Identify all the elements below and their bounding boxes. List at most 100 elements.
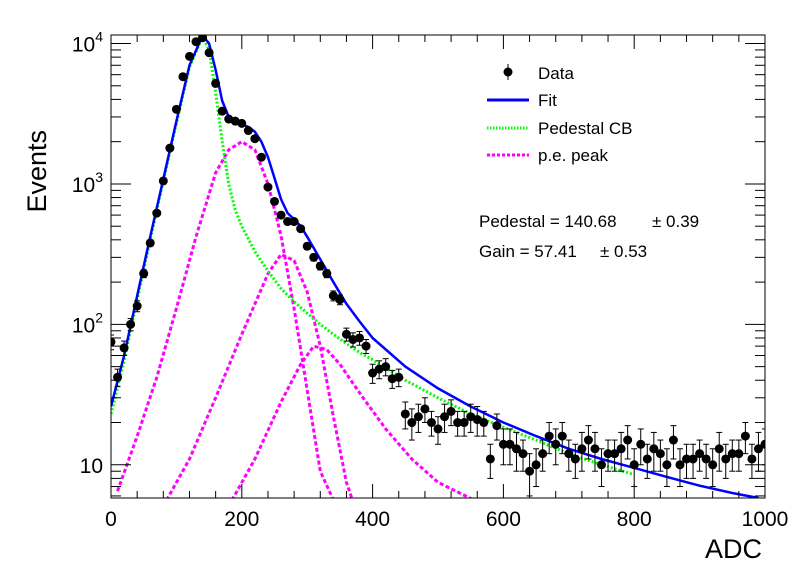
- data-point: [171, 104, 181, 114]
- data-point: [538, 439, 548, 472]
- data-marker: [426, 418, 436, 428]
- data-point: [217, 106, 227, 116]
- data-marker: [459, 418, 469, 428]
- data-point: [355, 330, 365, 346]
- data-marker: [309, 252, 319, 262]
- data-point: [721, 443, 731, 479]
- x-tick-label: 400: [355, 508, 390, 531]
- data-point: [688, 443, 698, 479]
- data-point: [302, 241, 312, 251]
- data-point: [616, 431, 626, 472]
- data-marker: [217, 106, 227, 116]
- data-marker: [394, 372, 404, 382]
- data-point: [642, 443, 652, 479]
- data-marker: [727, 449, 737, 459]
- data-marker: [132, 301, 142, 311]
- data-marker: [152, 208, 162, 218]
- data-marker: [649, 444, 659, 454]
- data-point: [544, 422, 554, 455]
- data-marker: [191, 37, 201, 47]
- data-marker: [165, 143, 175, 153]
- data-marker: [682, 454, 692, 464]
- data-marker: [178, 72, 188, 82]
- data-marker: [335, 295, 345, 305]
- data-marker: [400, 409, 410, 419]
- data-point: [250, 134, 260, 144]
- data-point: [204, 48, 214, 58]
- data-point: [747, 443, 757, 479]
- data-marker: [518, 449, 528, 459]
- data-marker: [355, 333, 365, 343]
- data-point: [381, 358, 391, 377]
- legend-item-data: Data: [503, 64, 574, 83]
- data-point: [505, 428, 515, 466]
- data-marker: [695, 449, 705, 459]
- legend-label-fit: Fit: [538, 91, 557, 110]
- data-marker: [629, 460, 639, 470]
- data-marker: [747, 454, 757, 464]
- data-point: [564, 439, 574, 472]
- legend-label-pe: p.e. peak: [538, 146, 608, 165]
- data-marker: [616, 444, 626, 454]
- data-point: [211, 78, 221, 88]
- data-point: [270, 196, 279, 206]
- data-point: [649, 431, 659, 472]
- data-marker: [276, 210, 286, 220]
- data-marker: [740, 431, 750, 441]
- data-point: [551, 428, 561, 466]
- data-point: [191, 37, 201, 47]
- data-marker: [420, 404, 430, 414]
- series-p-e-peak-2: [166, 252, 354, 498]
- data-marker: [158, 176, 168, 186]
- data-point: [426, 410, 436, 437]
- data-point: [682, 443, 692, 479]
- data-marker: [113, 372, 123, 382]
- series-p-e-peak-3: [231, 344, 474, 498]
- y-tick-label: 103: [72, 169, 103, 197]
- x-tick-label: 800: [617, 508, 652, 531]
- data-marker: [198, 35, 208, 43]
- x-axis-label: ADC: [705, 534, 762, 564]
- data-point: [655, 439, 665, 472]
- x-tick-label: 200: [224, 508, 259, 531]
- legend-label-data: Data: [538, 64, 574, 83]
- data-marker: [485, 454, 495, 464]
- data-marker: [211, 78, 221, 88]
- data-point: [453, 410, 463, 437]
- legend-item-pedestal: Pedestal CB: [487, 119, 633, 138]
- data-marker: [662, 460, 672, 470]
- data-point: [113, 368, 123, 388]
- data-marker: [760, 439, 765, 449]
- y-tick-label: 102: [72, 309, 103, 337]
- data-marker: [368, 368, 378, 378]
- series-p-e-peak-1: [116, 140, 335, 498]
- data-point: [636, 428, 646, 466]
- data-marker: [361, 341, 371, 351]
- data-point: [256, 152, 266, 162]
- data-point: [328, 290, 338, 302]
- data-marker: [577, 444, 587, 454]
- data-marker: [714, 444, 724, 454]
- data-marker: [139, 269, 149, 279]
- data-point: [603, 439, 613, 472]
- data-point: [577, 431, 587, 472]
- data-marker: [538, 449, 548, 459]
- legend: Data Fit Pedestal CB p.e. peak: [487, 64, 633, 165]
- data-point: [243, 126, 253, 136]
- data-point: [557, 422, 567, 455]
- data-marker: [243, 126, 253, 136]
- data-point: [263, 182, 273, 192]
- data-marker: [701, 454, 711, 464]
- legend-marker-data: [503, 67, 513, 77]
- data-marker: [570, 454, 580, 464]
- data-marker: [283, 217, 293, 227]
- data-point: [111, 334, 116, 351]
- data-point: [518, 439, 528, 472]
- data-point: [322, 269, 332, 279]
- data-marker: [498, 439, 508, 449]
- x-tick-label: 1000: [742, 508, 789, 531]
- data-marker: [289, 217, 299, 227]
- data-point: [119, 340, 129, 357]
- data-point: [309, 252, 319, 262]
- data-marker: [603, 449, 613, 459]
